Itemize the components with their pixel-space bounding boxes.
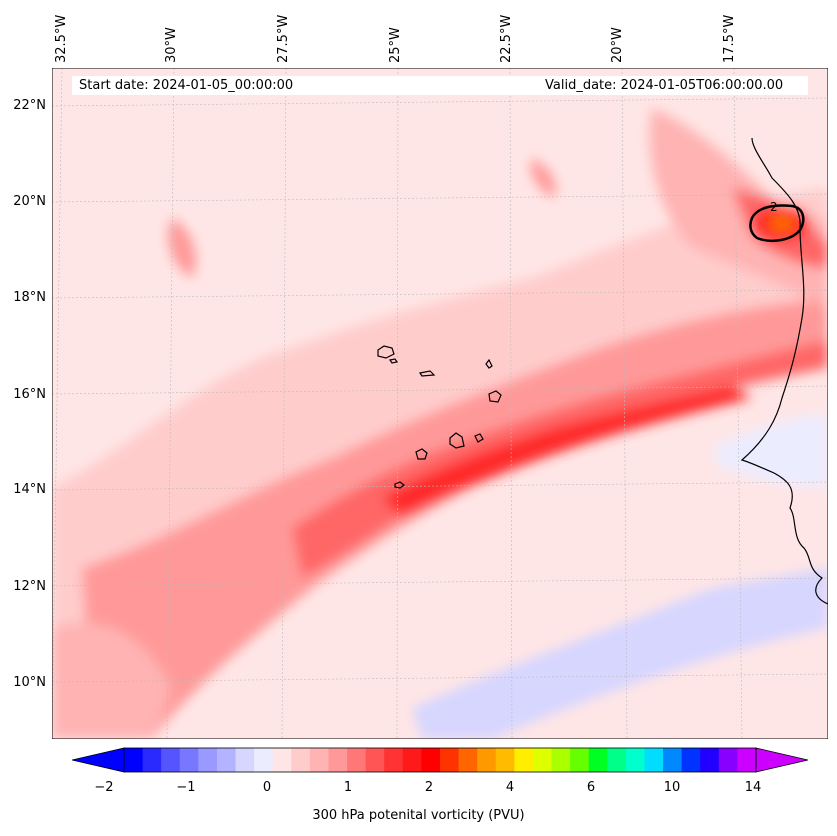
pv-2-contour (749, 204, 805, 242)
lat-label: 18°N (13, 290, 46, 305)
colorbar-tick: 4 (505, 780, 515, 795)
lon-label: 30°W (164, 27, 179, 63)
colorbar-cell (718, 748, 738, 772)
colorbar-cell (625, 748, 645, 772)
colorbar-cell (309, 748, 329, 772)
colorbar-tick: 10 (663, 780, 681, 795)
colorbar-cell (272, 748, 292, 772)
colorbar-cell (737, 748, 757, 772)
start-date: Start date: 2024-01-05_00:00:00 (79, 78, 294, 93)
lon-label: 25°W (388, 27, 403, 63)
lat-label: 20°N (13, 194, 46, 209)
colorbar-cell (291, 748, 311, 772)
colorbar-cell (532, 748, 553, 772)
colorbar-cell (365, 748, 385, 772)
africa-coastline (740, 137, 828, 605)
colorbar-cells (124, 748, 757, 772)
lat-label: 10°N (13, 675, 46, 690)
colorbar-cell (124, 748, 144, 772)
colorbar-cell (216, 748, 237, 772)
colorbar-cell (644, 748, 664, 772)
colorbar-cell (328, 748, 348, 772)
colorbar-cell (495, 748, 515, 772)
colorbar (72, 747, 808, 773)
colorbar-cell (198, 748, 218, 772)
graticule (52, 68, 828, 739)
colorbar-cell (384, 748, 404, 772)
colorbar-high-arrow (755, 747, 808, 773)
colorbar-cell (402, 748, 422, 772)
info-bar (72, 76, 808, 95)
lat-label: 14°N (13, 482, 46, 497)
pv-map: 2 (52, 68, 828, 739)
colorbar-tick: 1 (343, 780, 353, 795)
colorbar-tick: 0 (262, 780, 272, 795)
colorbar-label: 300 hPa potenital vorticity (PVU) (312, 808, 525, 823)
lon-label: 22.5°W (499, 14, 514, 63)
contour-label: 2 (770, 200, 778, 214)
colorbar-cell (161, 748, 181, 772)
colorbar-tick: 2 (424, 780, 434, 795)
colorbar-cell (514, 748, 534, 772)
colorbar-cell (458, 748, 478, 772)
colorbar-tick: 6 (586, 780, 596, 795)
colorbar-tick: 14 (744, 780, 762, 795)
colorbar-cell (347, 748, 367, 772)
pv-field (52, 108, 828, 739)
colorbar-cell (588, 748, 608, 772)
colorbar-cell (235, 748, 255, 772)
lat-label: 12°N (13, 579, 46, 594)
colorbar-cell (179, 748, 199, 772)
colorbar-cell (551, 748, 571, 772)
colorbar-cell (700, 748, 720, 772)
colorbar-tick: −1 (176, 780, 196, 795)
colorbar-cell (440, 748, 460, 772)
colorbar-cell (421, 748, 441, 772)
lat-label: 22°N (13, 98, 46, 113)
colorbar-cell (681, 748, 701, 772)
lon-label: 20°W (610, 27, 625, 63)
colorbar-cell (607, 748, 627, 772)
lon-label: 32.5°W (54, 14, 69, 63)
valid-date: Valid_date: 2024-01-05T06:00:00.00 (545, 78, 784, 93)
colorbar-low-arrow (72, 747, 125, 773)
colorbar-cell (477, 748, 497, 772)
cape-verde-islands (377, 345, 502, 489)
lon-label: 27.5°W (276, 14, 291, 63)
colorbar-cell (663, 748, 683, 772)
colorbar-tick: −2 (94, 780, 114, 795)
colorbar-cell (254, 748, 274, 772)
lon-label: 17.5°W (722, 14, 737, 63)
colorbar-cell (570, 748, 590, 772)
colorbar-cell (142, 748, 162, 772)
lat-label: 16°N (13, 387, 46, 402)
